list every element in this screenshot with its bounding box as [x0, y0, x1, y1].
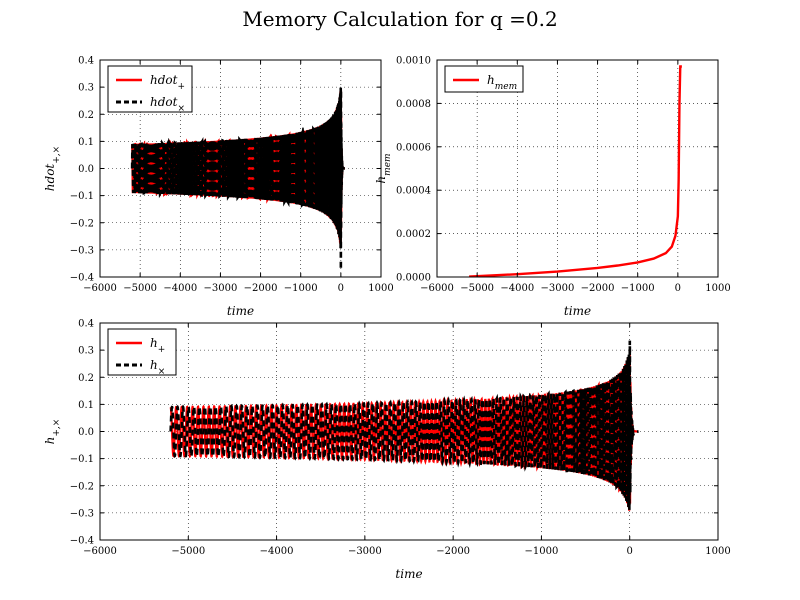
y-axis-label: hmem	[374, 153, 393, 183]
y-tick-label: 0.0	[78, 427, 94, 438]
x-tick-label: −6000	[420, 283, 454, 294]
grid	[437, 60, 718, 277]
legend: hmem	[444, 65, 524, 93]
y-tick-label: 0.1	[78, 400, 94, 411]
y-tick-label: 0.0008	[396, 99, 431, 110]
y-axis-label: h+,×	[43, 419, 62, 445]
chart-h: −6000 −5000 −4000 −3000 −2000 −1000 0 1000 −0.4 −…	[43, 319, 731, 582]
legend-label: hdot×	[150, 95, 185, 114]
plot-frame	[436, 59, 719, 278]
y-tick-label: −0.2	[70, 481, 94, 492]
legend-label: h+	[150, 336, 165, 355]
x-tick-label: −4000	[163, 283, 197, 294]
x-tick-label: −5000	[123, 283, 157, 294]
x-tick-label: 0	[627, 546, 633, 557]
x-tick-label: −1000	[284, 283, 318, 294]
x-tick-label: −4000	[260, 546, 294, 557]
y-tick-label: 0.0004	[396, 186, 431, 197]
chart-hmem: −6000 −5000 −4000 −3000 −2000 −1000 0 1000 0.000…	[374, 56, 731, 319]
x-axis-label: time	[395, 567, 422, 581]
x-tick-label: 1000	[705, 283, 730, 294]
x-axis-label: time	[227, 304, 254, 318]
x-tick-label: −3000	[348, 546, 382, 557]
legend-label: hdot+	[150, 73, 185, 92]
series-line-cross	[130, 87, 346, 270]
x-tick-label: 1000	[705, 546, 730, 557]
series-line-mem	[469, 65, 682, 277]
x-tick-label: −6000	[83, 283, 117, 294]
legend-box	[107, 65, 193, 113]
x-tick-label: −3000	[204, 283, 238, 294]
x-tick-label: −2000	[436, 546, 470, 557]
x-tick-label: −5000	[171, 546, 205, 557]
legend-label: h×	[150, 358, 165, 377]
x-tick-label: −1000	[621, 283, 655, 294]
y-tick-label: 0.0002	[396, 229, 431, 240]
y-tick-label: −0.3	[70, 245, 94, 256]
y-tick-label: 0.2	[78, 110, 94, 121]
chart-hdot: −6000 −5000 −4000 −3000 −2000 −1000 0 1000 −0.4 −…	[43, 56, 394, 319]
y-tick-label: −0.3	[70, 508, 94, 519]
y-tick-label: 0.4	[78, 56, 94, 67]
x-axis-label: time	[564, 304, 591, 318]
x-tick-label: 0	[338, 283, 344, 294]
x-tick-label: −3000	[541, 283, 575, 294]
x-tick-label: −1000	[525, 546, 559, 557]
legend-label: hmem	[487, 73, 517, 92]
y-tick-label: 0.0	[78, 164, 94, 175]
x-tick-label: 1000	[368, 283, 393, 294]
x-tick-label: −4000	[500, 283, 534, 294]
y-tick-label: 0.2	[78, 373, 94, 384]
y-tick-label: 0.3	[78, 83, 94, 94]
x-tick-label: 0	[675, 283, 681, 294]
y-tick-label: 0.4	[78, 319, 94, 330]
y-tick-label: −0.1	[70, 191, 94, 202]
y-tick-label: −0.4	[70, 273, 94, 284]
legend: h+ h×	[107, 328, 177, 377]
legend-box	[107, 328, 177, 376]
y-tick-label: 0.0000	[396, 273, 431, 284]
x-tick-label: −2000	[244, 283, 278, 294]
y-tick-label: −0.4	[70, 536, 94, 547]
y-tick-label: −0.2	[70, 218, 94, 229]
y-tick-label: 0.1	[78, 137, 94, 148]
series-line-cross	[169, 340, 639, 510]
x-tick-label: −2000	[581, 283, 615, 294]
y-tick-label: 0.0006	[396, 142, 431, 153]
legend: hdot+ hdot×	[107, 65, 193, 114]
x-tick-label: −5000	[460, 283, 494, 294]
y-axis-label: hdot+,×	[43, 146, 62, 191]
y-tick-label: 0.3	[78, 346, 94, 357]
y-tick-label: −0.1	[70, 454, 94, 465]
y-tick-label: 0.0010	[396, 56, 431, 67]
x-tick-label: −6000	[83, 546, 117, 557]
figure-title: Memory Calculation for q =0.2	[242, 7, 557, 31]
